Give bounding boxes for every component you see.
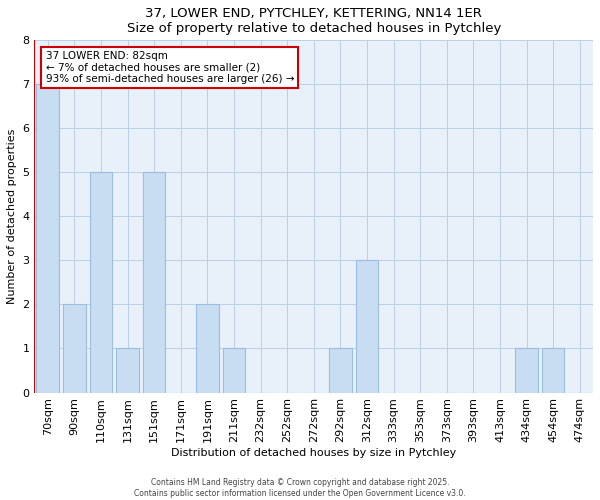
Bar — [329, 348, 352, 393]
Bar — [542, 348, 565, 393]
Text: 37 LOWER END: 82sqm
← 7% of detached houses are smaller (2)
93% of semi-detached: 37 LOWER END: 82sqm ← 7% of detached hou… — [46, 51, 294, 84]
Bar — [356, 260, 378, 392]
Title: 37, LOWER END, PYTCHLEY, KETTERING, NN14 1ER
Size of property relative to detach: 37, LOWER END, PYTCHLEY, KETTERING, NN14… — [127, 7, 501, 35]
Bar — [89, 172, 112, 392]
Y-axis label: Number of detached properties: Number of detached properties — [7, 128, 17, 304]
Bar — [37, 84, 59, 392]
Bar — [196, 304, 218, 392]
Bar — [223, 348, 245, 393]
X-axis label: Distribution of detached houses by size in Pytchley: Distribution of detached houses by size … — [171, 448, 457, 458]
Bar — [515, 348, 538, 393]
Bar — [63, 304, 86, 392]
Bar — [116, 348, 139, 393]
Bar — [143, 172, 166, 392]
Text: Contains HM Land Registry data © Crown copyright and database right 2025.
Contai: Contains HM Land Registry data © Crown c… — [134, 478, 466, 498]
